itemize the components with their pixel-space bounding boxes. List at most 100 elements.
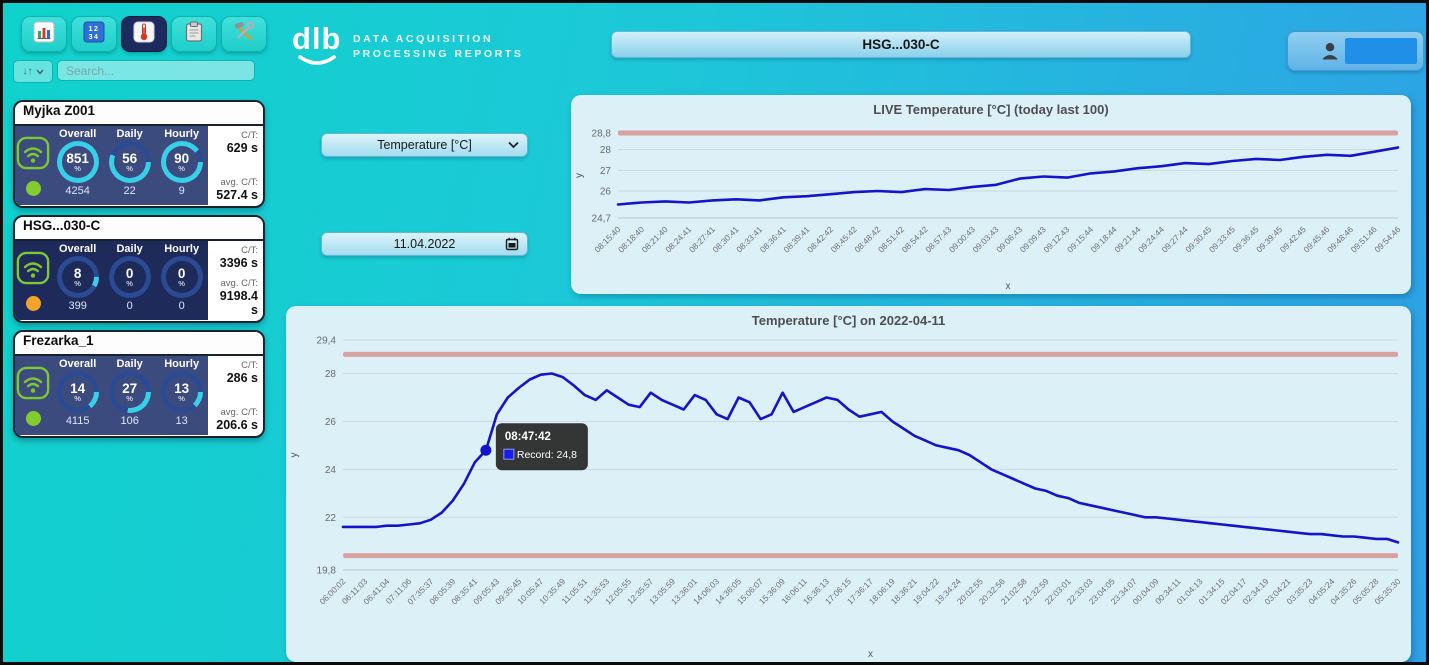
live-chart-title: LIVE Temperature [°C] (today last 100) xyxy=(873,102,1109,117)
gauge-value: 8 xyxy=(73,265,82,281)
gauge-ring: 851% xyxy=(56,141,99,183)
wifi-icon xyxy=(16,136,50,175)
gauge-overall: Overall 8% 399 xyxy=(52,243,104,320)
machine-card[interactable]: Frezarka_1 Overall 14% 4115 Daily 27% 106 Hourl… xyxy=(13,330,265,438)
gauge-label: Overall xyxy=(58,128,97,140)
svg-text:y: y xyxy=(574,173,585,178)
svg-text:x: x xyxy=(1006,281,1011,292)
cycle-time-panel: C/T: 286 s avg. C/T: 206.6 s xyxy=(207,356,263,435)
svg-text:Record: 24,8: Record: 24,8 xyxy=(517,449,577,461)
gauge-value: 90 xyxy=(174,150,190,166)
svg-text:27: 27 xyxy=(600,166,612,177)
gauge-hourly: Hourly 90% 9 xyxy=(156,128,208,205)
svg-text:29,4: 29,4 xyxy=(317,336,337,347)
machine-card-title: Frezarka_1 xyxy=(15,332,263,354)
ct-value: 3396 s xyxy=(219,256,258,270)
gauge-hourly: Hourly 0% 0 xyxy=(156,243,208,320)
brand-logo: dlb xyxy=(292,21,342,56)
ct-label: C/T: xyxy=(241,245,258,256)
number-pad-button[interactable]: 12 34 xyxy=(71,16,117,52)
avg-ct-label: avg. C/T: xyxy=(220,177,259,188)
gauge-daily: Daily 27% 106 xyxy=(104,358,156,435)
status-dot xyxy=(25,296,41,311)
gauge-daily: Daily 56% 22 xyxy=(104,128,156,205)
gauge-total: 22 xyxy=(123,185,136,197)
gauge-ring: 13% xyxy=(160,371,203,413)
gauge-total: 399 xyxy=(68,300,87,312)
svg-text:24: 24 xyxy=(325,465,337,476)
thermometer-button[interactable] xyxy=(121,16,167,52)
gauge-label: Overall xyxy=(58,243,97,255)
gauge-value: 851 xyxy=(66,150,89,166)
live-chart-panel: LIVE Temperature [°C] (today last 100) 2… xyxy=(571,95,1411,294)
gauge-overall: Overall 14% 4115 xyxy=(52,358,104,435)
gauge-value: 0 xyxy=(125,265,134,281)
avg-ct-value: 527.4 s xyxy=(216,188,258,202)
search-input[interactable] xyxy=(57,60,255,81)
day-temperature-chart[interactable]: 29,42826242219,806:00:0206:11:0306:41:04… xyxy=(286,330,1411,662)
machine-card[interactable]: HSG...030-C Overall 8% 399 Daily 0% 0 Hourly 0% 0… xyxy=(13,215,265,323)
clipboard-icon xyxy=(182,20,206,49)
tools-icon xyxy=(232,20,256,49)
gauge-value: 13 xyxy=(174,380,190,396)
tools-button[interactable] xyxy=(221,16,267,52)
svg-text:34: 34 xyxy=(89,34,100,41)
ct-label: C/T: xyxy=(241,130,258,141)
gauge-total: 4254 xyxy=(65,185,90,197)
user-account-chip[interactable] xyxy=(1287,31,1424,71)
gauge-total: 13 xyxy=(175,415,188,427)
gauge-label: Daily xyxy=(116,128,143,140)
gauge-label: Hourly xyxy=(164,243,200,255)
svg-text:19,8: 19,8 xyxy=(317,566,337,577)
metric-select[interactable]: Temperature [°C] xyxy=(321,133,528,157)
brand-smile-icon xyxy=(294,55,340,74)
clipboard-button[interactable] xyxy=(171,16,217,52)
gauge-label: Daily xyxy=(116,358,143,370)
thermometer-icon xyxy=(132,20,156,49)
status-dot xyxy=(25,411,41,426)
svg-text:y: y xyxy=(289,453,300,458)
svg-text:x: x xyxy=(868,649,873,660)
chevron-down-icon xyxy=(35,69,44,75)
gauge-ring: 0% xyxy=(108,256,151,298)
svg-text:26: 26 xyxy=(325,417,337,428)
svg-text:28: 28 xyxy=(325,369,337,380)
gauge-total: 4115 xyxy=(65,415,90,427)
sort-button[interactable]: ↓↑ xyxy=(13,60,53,83)
gauge-value: 0 xyxy=(177,265,186,281)
gauge-ring: 90% xyxy=(160,141,203,183)
gauge-value: 56 xyxy=(122,150,138,166)
number-pad-icon: 12 34 xyxy=(82,20,106,49)
bar-chart-icon xyxy=(32,20,56,49)
ct-value: 629 s xyxy=(226,141,258,155)
username-redacted xyxy=(1345,38,1417,64)
machine-card[interactable]: Myjka Z001 Overall 851% 4254 Daily 56% 22 Hourl… xyxy=(13,100,265,208)
sort-arrows-icon: ↓↑ xyxy=(22,66,33,77)
svg-text:22: 22 xyxy=(325,513,337,524)
day-chart-title: Temperature [°C] on 2022-04-11 xyxy=(751,313,946,328)
chevron-down-icon xyxy=(508,141,519,149)
live-temperature-chart[interactable]: 28,828272624,708:15:4008:18:4008:21:4008… xyxy=(571,119,1411,294)
gauge-ring: 14% xyxy=(56,371,99,413)
svg-text:12: 12 xyxy=(89,26,100,33)
avg-ct-label: avg. C/T: xyxy=(220,407,259,418)
gauge-value: 14 xyxy=(70,380,86,396)
user-icon xyxy=(1322,43,1338,60)
svg-text:28,8: 28,8 xyxy=(592,129,612,140)
gauge-label: Hourly xyxy=(164,358,200,370)
bar-chart-button[interactable] xyxy=(21,16,67,52)
ct-label: C/T: xyxy=(241,360,258,371)
chart-tooltip: 08:47:42 Record: 24,8 xyxy=(495,423,588,471)
day-chart-panel: Temperature [°C] on 2022-04-11 29,4 28 26 2… xyxy=(286,306,1411,662)
gauge-ring: 56% xyxy=(108,141,151,183)
machine-card-title: Myjka Z001 xyxy=(15,102,263,124)
gauge-ring: 27% xyxy=(108,371,151,413)
hover-point xyxy=(480,444,492,456)
wifi-icon xyxy=(16,366,50,405)
svg-text:24,7: 24,7 xyxy=(592,214,612,225)
date-picker[interactable]: 11.04.2022 xyxy=(321,232,528,256)
calendar-icon xyxy=(505,237,519,251)
status-dot xyxy=(25,181,41,196)
gauge-overall: Overall 851% 4254 xyxy=(52,128,104,205)
selected-machine-title: HSG...030-C xyxy=(611,31,1191,58)
